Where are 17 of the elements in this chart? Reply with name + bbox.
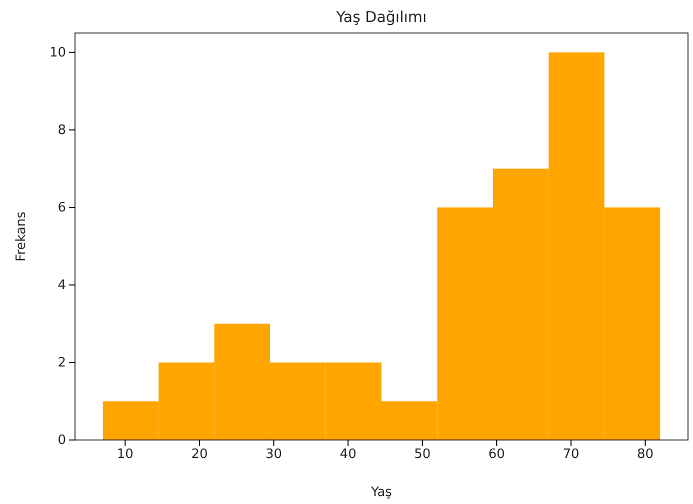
y-tick-label: 10 [49,46,66,61]
chart-title: Yaş Dağılımı [335,8,427,26]
y-tick-label: 6 [58,200,66,216]
x-tick-label: 50 [414,447,431,462]
x-tick-label: 80 [637,447,654,462]
x-axis-title: Yaş [370,485,392,500]
x-tick-label: 10 [116,447,134,462]
x-tick-label: 40 [340,447,356,462]
y-axis-title: Frekans [14,211,29,262]
x-tick-label: 60 [488,447,505,462]
y-tick-label: 2 [58,356,66,371]
y-tick-label: 0 [58,433,66,448]
y-tick-label: 8 [58,123,66,138]
x-tick-label: 70 [562,447,580,462]
x-tick-label: 20 [191,447,208,462]
x-tick-label: 30 [265,447,282,462]
y-tick-label: 4 [58,278,66,294]
